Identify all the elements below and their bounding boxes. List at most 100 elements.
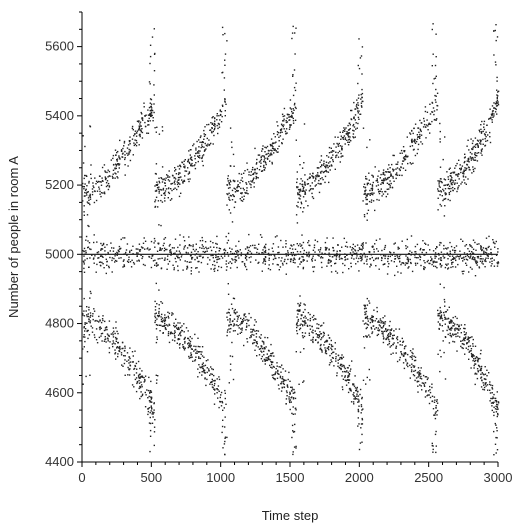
data-point <box>439 186 441 188</box>
data-point <box>169 249 172 251</box>
data-point <box>294 248 297 250</box>
data-point <box>459 254 462 257</box>
data-point <box>205 246 207 249</box>
data-point <box>87 191 89 193</box>
data-point <box>204 372 206 374</box>
data-point <box>366 146 368 149</box>
data-point <box>312 319 315 321</box>
data-point <box>230 165 232 167</box>
data-point <box>198 154 201 157</box>
data-point <box>187 330 189 332</box>
data-point <box>450 266 452 269</box>
data-point <box>467 348 469 351</box>
data-point <box>205 144 208 146</box>
data-point <box>104 176 106 178</box>
data-point <box>228 198 230 200</box>
data-point <box>365 242 367 244</box>
data-point <box>491 409 493 412</box>
data-point <box>478 243 480 245</box>
data-point <box>443 190 445 192</box>
data-point <box>326 347 328 349</box>
data-point <box>130 249 133 251</box>
data-point <box>434 399 436 401</box>
data-point <box>245 182 247 184</box>
data-point <box>325 166 327 168</box>
data-point <box>364 192 366 195</box>
data-point <box>452 333 454 335</box>
data-point <box>133 386 135 388</box>
data-point <box>432 408 435 410</box>
data-point <box>277 373 279 375</box>
data-point <box>301 255 303 258</box>
data-point <box>387 255 389 257</box>
data-point <box>174 167 176 169</box>
data-point <box>250 180 252 182</box>
data-point <box>87 224 89 227</box>
data-point <box>352 123 355 126</box>
data-point <box>371 188 374 190</box>
data-point <box>187 160 189 162</box>
data-point <box>481 148 483 150</box>
data-point <box>271 147 274 150</box>
data-point <box>417 376 419 378</box>
data-point <box>496 406 499 409</box>
data-point <box>409 356 411 358</box>
data-point <box>153 28 155 30</box>
data-point <box>443 298 446 301</box>
data-point <box>112 342 115 344</box>
data-point <box>493 115 495 117</box>
data-point <box>136 252 138 254</box>
data-point <box>114 352 117 354</box>
data-point <box>92 313 94 315</box>
data-point <box>461 270 463 273</box>
data-point <box>188 244 191 246</box>
data-point <box>299 155 301 157</box>
data-point <box>315 333 317 335</box>
data-point <box>158 186 160 188</box>
data-point <box>312 338 314 341</box>
data-point <box>226 242 228 244</box>
data-point <box>258 348 261 350</box>
data-point <box>401 344 403 346</box>
data-point <box>139 397 141 400</box>
data-point <box>177 338 179 341</box>
data-point <box>297 310 300 312</box>
data-point <box>350 388 352 391</box>
data-point <box>380 183 382 185</box>
data-point <box>452 180 455 182</box>
data-point <box>465 332 467 334</box>
data-point <box>339 250 341 252</box>
data-point <box>211 117 213 119</box>
data-point <box>141 375 144 377</box>
data-point <box>291 254 293 257</box>
data-point <box>168 260 171 263</box>
data-point <box>375 239 378 241</box>
data-point <box>97 253 100 255</box>
data-point <box>115 173 117 175</box>
data-point <box>295 447 297 449</box>
data-point <box>405 255 407 257</box>
data-point <box>399 254 402 256</box>
data-point <box>171 339 174 341</box>
data-point <box>483 126 485 128</box>
data-point <box>304 320 306 323</box>
data-point <box>228 196 230 199</box>
data-point <box>471 258 473 260</box>
data-point <box>229 186 231 189</box>
data-point <box>413 359 416 362</box>
data-point <box>339 145 342 147</box>
data-point <box>151 408 153 410</box>
data-point <box>172 313 174 315</box>
data-point <box>301 180 304 182</box>
data-point <box>347 376 349 378</box>
data-point <box>311 260 313 262</box>
data-point <box>128 362 130 364</box>
data-point <box>164 318 166 320</box>
data-point <box>104 253 107 256</box>
data-point <box>174 252 176 254</box>
data-point <box>399 356 401 359</box>
data-point <box>204 241 207 243</box>
x-axis: 0 500 1000 1500 2000 2500 3000 <box>78 461 512 485</box>
data-point <box>439 138 441 140</box>
data-point <box>344 370 346 373</box>
